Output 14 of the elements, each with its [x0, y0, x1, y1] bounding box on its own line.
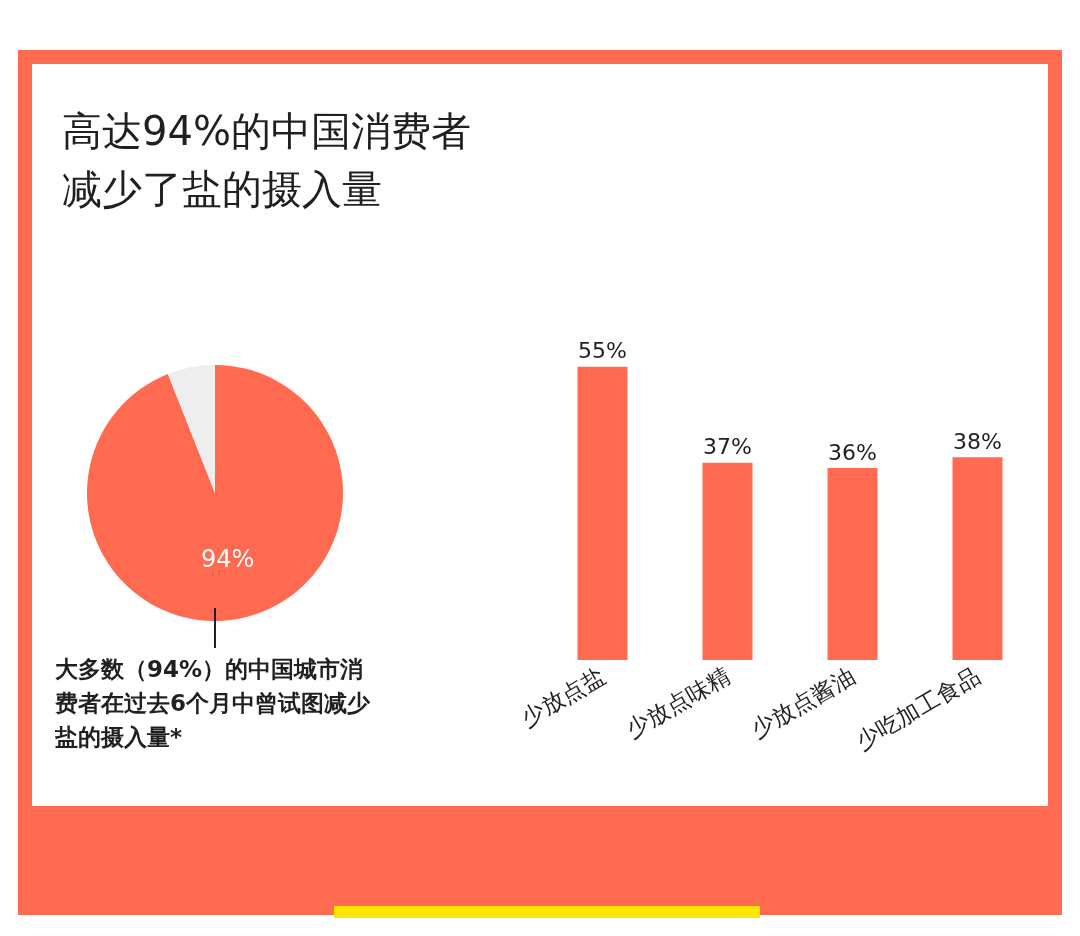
bar — [827, 468, 878, 660]
data-label: 36% — [828, 439, 877, 465]
data-label: 55% — [578, 338, 627, 364]
chart-title: 高达94%的中国消费者减少了盐的摄入量 — [62, 107, 472, 214]
x-tick-label: 少放点味精 — [621, 662, 734, 743]
data-label: 94% — [200, 544, 255, 573]
bar — [702, 462, 753, 660]
bar — [952, 457, 1003, 660]
data-label: 37% — [703, 434, 752, 460]
x-tick-label: 少放点酱油 — [746, 662, 859, 743]
x-tick-label: 少放点盐 — [516, 662, 609, 732]
bar — [577, 366, 628, 660]
text: 大多数（94%）的中国城市消费者在过去6个月中曾试图减少盐的摄入量* — [55, 655, 371, 752]
data-label: 38% — [953, 428, 1002, 454]
